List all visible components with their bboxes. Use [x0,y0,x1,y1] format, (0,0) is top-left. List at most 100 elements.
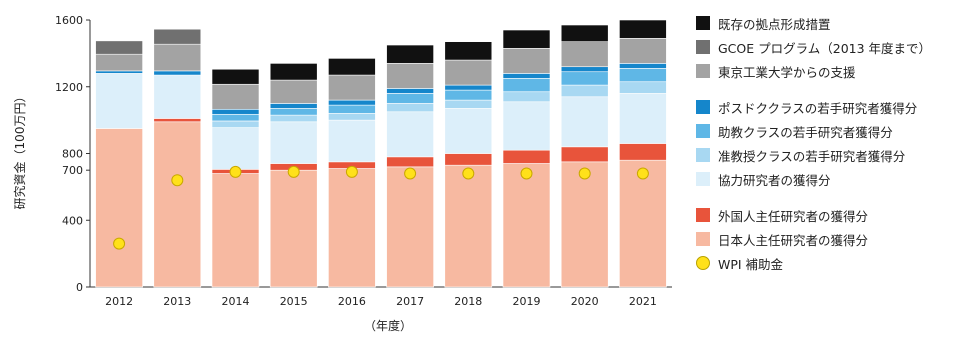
x-tick-label-2020: 2020 [571,295,599,308]
bar-segment-2013-s2 [153,74,202,119]
legend-label-s3: 准教授クラスの若手研究者獲得分 [718,148,906,164]
bar-segment-2012-s0 [95,128,143,288]
bar-segment-2018-s6 [444,59,493,86]
y-tick-label-1600: 1600 [55,14,83,27]
legend-swatch-s8 [696,16,710,30]
wpi-point-2020 [578,167,591,180]
bar-segment-2013-s1 [153,118,202,123]
bar-segment-2015-s8 [269,63,318,81]
bar-segment-2019-s6 [502,48,551,74]
bar-segment-2020-s0 [560,161,609,288]
bar-segment-2015-s4 [269,108,318,116]
bar-segment-2016-s6 [328,74,376,101]
bar-segment-2014-s0 [211,173,260,288]
bar-segment-2015-s3 [269,114,318,123]
wpi-point-2016 [345,165,358,178]
bar-segment-2018-s3 [444,99,493,109]
bar-segment-2014-s3 [211,120,260,128]
bar-segment-2019-s0 [502,163,551,288]
bar-segment-2020-s8 [560,24,609,42]
legend-swatch-s3 [696,148,710,162]
bar-segment-2017-s0 [386,166,434,288]
bar-segment-2012-s6 [95,53,143,72]
bar-segment-2018-s2 [444,108,493,154]
wpi-point-2012 [113,237,126,250]
bar-segment-2018-s0 [444,164,493,288]
bar-segment-2021-s3 [619,81,667,94]
bar-segment-2012-s5 [95,70,143,74]
bar-segment-2016-s5 [328,99,376,106]
y-tick-label-700: 700 [62,164,83,177]
y-axis-title: 研究資金（100万円） [12,91,27,210]
bar-segment-2017-s5 [386,88,434,94]
bar-segment-2020-s5 [560,66,609,73]
legend-swatch-s6 [696,64,710,78]
legend-swatch-s0 [696,232,710,246]
y-tick-label-400: 400 [62,214,83,227]
legend-item-s6: 東京工業大学からの支援 [696,62,856,80]
bar-segment-2019-s3 [502,91,551,103]
wpi-point-2018 [462,167,475,180]
bar-segment-2019-s5 [502,73,551,79]
bar-segment-2013-s5 [153,70,202,76]
stacked-bar-chart: 研究資金（100万円） （年度） 0 400 700 800 1200 1600 2012 2… [12,14,672,333]
bar-segment-2013-s6 [153,43,202,72]
x-tick-label-2013: 2013 [163,295,191,308]
bar-segment-2014-s2 [211,127,260,170]
bar-segment-2021-s6 [619,38,667,64]
bar-segment-2021-s5 [619,63,667,69]
wpi-point-2015 [287,165,300,178]
wpi-point-2013 [171,174,184,187]
legend-item-s8: 既存の拠点形成措置 [696,14,831,32]
x-tick-label-2019: 2019 [513,295,541,308]
legend-item-s5: ポスドククラスの若手研究者獲得分 [696,98,917,116]
legend-label-s0: 日本人主任研究者の獲得分 [718,232,869,248]
bar-segment-2015-s5 [269,103,318,109]
x-tick-label-2018: 2018 [454,295,482,308]
legend-swatch-s5 [696,100,710,114]
wpi-point-2017 [404,167,417,180]
bar-segment-2014-s8 [211,68,260,85]
bar-segment-2021-s1 [619,143,667,161]
legend-swatch-s2 [696,172,710,186]
bar-segment-2017-s6 [386,63,434,89]
y-tick-label-1200: 1200 [55,81,83,94]
bar-segment-2020-s6 [560,41,609,68]
bar-segment-2021-s0 [619,159,667,288]
wpi-point-2019 [520,167,533,180]
bar-segment-2019-s4 [502,78,551,93]
legend-label-s1: 外国人主任研究者の獲得分 [718,208,869,224]
bar-segment-2016-s4 [328,104,376,114]
bar-segment-2016-s2 [328,119,376,163]
bar-segment-2017-s8 [386,44,434,64]
x-tick-label-2015: 2015 [280,295,308,308]
bar-segment-2018-s8 [444,41,493,61]
bar-segment-2017-s4 [386,93,434,104]
bar-segment-2019-s8 [502,29,551,49]
legend-label-s4: 助教クラスの若手研究者獲得分 [718,124,893,140]
wpi-point-2014 [229,165,242,178]
bar-segment-2017-s1 [386,156,434,168]
bar-segment-2014-s6 [211,83,260,110]
legend-label-wpi: WPI 補助金 [718,256,784,272]
x-tick-label-2014: 2014 [222,295,250,308]
bar-segment-2021-s8 [619,19,667,39]
bar-segment-2018-s5 [444,84,493,91]
legend-swatch-wpi [696,256,710,270]
bar-segment-2012-s2 [95,73,143,129]
x-tick-label-2012: 2012 [105,295,133,308]
bar-segment-2014-s5 [211,108,260,115]
wpi-point-2021 [636,167,649,180]
bar-segment-2017-s2 [386,111,434,158]
legend-label-s2: 協力研究者の獲得分 [718,172,831,188]
bar-segment-2015-s6 [269,79,318,104]
legend-swatch-s7 [696,40,710,54]
bar-segment-2016-s0 [328,168,376,288]
bar-segment-2020-s4 [560,71,609,86]
legend-item-s4: 助教クラスの若手研究者獲得分 [696,122,893,140]
bar-segment-2017-s3 [386,103,434,113]
legend-item-wpi: WPI 補助金 [696,254,783,272]
bar-segment-2018-s4 [444,89,493,101]
legend-item-s1: 外国人主任研究者の獲得分 [696,206,868,224]
bar-segment-2014-s4 [211,113,260,122]
